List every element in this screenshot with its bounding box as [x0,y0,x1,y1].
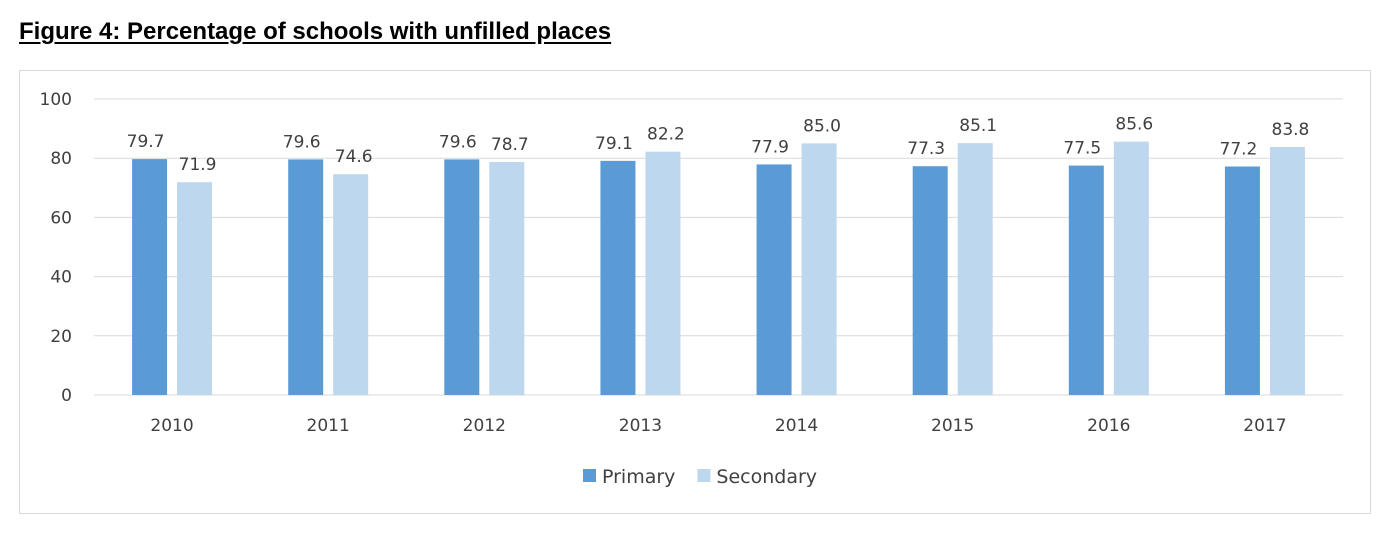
primary-data-label: 79.6 [283,132,321,152]
primary-bar [132,159,168,395]
secondary-data-label: 85.1 [959,116,997,136]
legend-swatch [697,469,711,482]
figure-title: Figure 4: Percentage of schools with unf… [19,18,612,45]
secondary-data-label: 83.8 [1272,120,1310,140]
x-category-label: 2010 [150,416,193,436]
primary-data-label: 77.9 [751,137,789,157]
x-category-label: 2014 [775,416,818,436]
x-category-label: 2015 [931,416,974,436]
secondary-bar [333,174,369,395]
x-category-label: 2017 [1243,416,1286,436]
legend: Primary Secondary [583,466,817,488]
primary-data-label: 79.1 [595,134,633,154]
legend-label: Primary [602,466,675,488]
secondary-bar [801,143,837,395]
secondary-bar [1113,141,1149,395]
x-category-label: 2016 [1087,416,1130,436]
y-tick-label: 100 [40,90,72,110]
legend-swatch [583,469,596,482]
secondary-bar [1269,146,1305,395]
secondary-data-label: 78.7 [491,135,529,155]
chart-frame [19,70,1371,514]
primary-bar [600,160,636,395]
secondary-data-label: 71.9 [179,155,217,175]
primary-data-label: 77.3 [907,139,945,159]
primary-data-label: 79.7 [127,132,165,152]
primary-data-label: 77.5 [1063,139,1101,159]
y-tick-label: 40 [50,268,72,288]
primary-bar [756,164,792,395]
primary-data-label: 77.2 [1220,139,1258,159]
secondary-data-label: 85.0 [803,116,841,136]
secondary-data-label: 85.6 [1115,115,1153,135]
y-tick-label: 80 [50,149,72,169]
primary-bar [288,159,324,395]
y-tick-label: 20 [50,327,72,347]
primary-bar [1068,165,1104,395]
primary-bar [444,159,480,395]
secondary-bar [957,143,993,395]
x-category-label: 2011 [307,416,350,436]
x-axis-categories: 2010 2011 2012 2013 2014 2015 2016 2017 [150,416,1286,436]
secondary-bar [645,151,681,395]
legend-label: Secondary [716,466,817,488]
y-axis-ticks: 0 20 40 60 80 100 [40,90,72,406]
y-tick-label: 0 [61,386,72,406]
secondary-bar [177,182,213,395]
data-labels: 79.7 71.9 79.6 74.6 79.6 78.7 79.1 82.2 77.9 85.0… [127,115,1310,176]
bars [132,141,1305,395]
secondary-bar [489,162,525,395]
x-category-label: 2012 [463,416,506,436]
y-tick-label: 60 [50,208,72,228]
secondary-data-label: 74.6 [335,147,373,167]
primary-bar [912,166,948,395]
x-category-label: 2013 [619,416,662,436]
primary-data-label: 79.6 [439,132,477,152]
secondary-data-label: 82.2 [647,125,685,145]
gridlines [94,98,1343,396]
primary-bar [1224,166,1260,395]
